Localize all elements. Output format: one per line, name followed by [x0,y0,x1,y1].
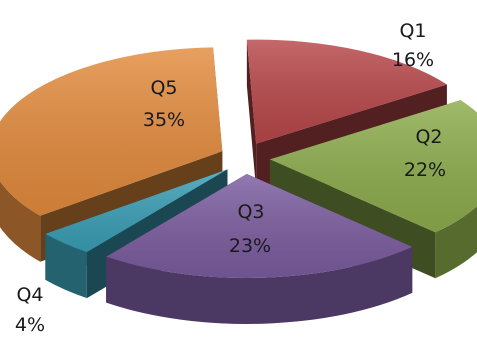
slice-q3-highlight [106,173,413,278]
slice-q1-wall-start [246,39,257,190]
slice-value-q4: 4% [15,314,45,336]
slice-value-q2: 22% [404,159,446,181]
slice-q1-highlight [246,39,447,144]
slice-q3 [106,173,413,324]
slice-q4-wall-end [45,169,228,280]
slice-value-q3: 23% [229,235,271,257]
slice-q3-side [106,246,413,324]
slice-q4-highlight [45,169,228,253]
pie-slices [0,39,477,324]
slice-q5-side [0,180,41,262]
slice-value-q5: 35% [143,109,185,131]
slice-q4-side [45,233,87,299]
slice-label-q2: Q2 [415,126,442,148]
slice-q2-highlight [269,100,477,233]
slice-label-q4: Q4 [16,284,43,306]
slice-q5-highlight [0,47,223,216]
slice-label-q5: Q5 [150,77,177,99]
slice-value-q1: 16% [392,49,434,71]
slice-q2-side [435,206,477,279]
slice-label-q1: Q1 [399,20,426,42]
slice-label-q3: Q3 [237,201,264,223]
